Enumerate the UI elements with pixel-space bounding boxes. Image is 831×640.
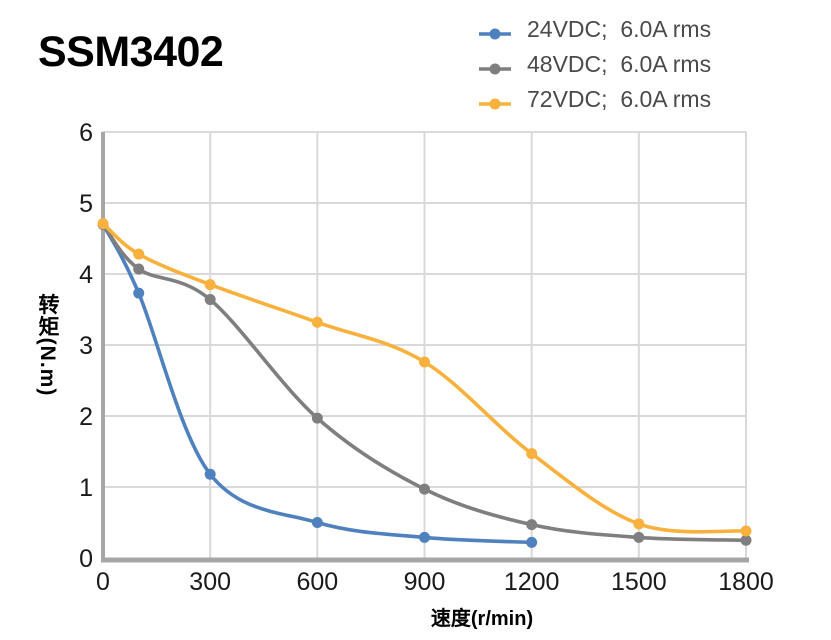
data-point-48vdc (526, 519, 538, 531)
legend-label-72vdc: 72VDC; 6.0A rms (527, 86, 712, 112)
data-point-48vdc (419, 483, 430, 495)
y-tick-label: 3 (79, 332, 93, 360)
data-point-48vdc (633, 531, 645, 543)
data-point-24vdc (133, 287, 145, 299)
x-tick-label: 1500 (611, 568, 667, 596)
data-point-72vdc (740, 525, 752, 537)
legend-item-48vdc: 48VDC; 6.0A rms (478, 48, 711, 81)
legend-line-dot-icon (479, 28, 511, 39)
legend-line-dot-icon (479, 98, 511, 109)
series-line-48vdc (101, 222, 748, 543)
x-tick-label: 0 (96, 568, 110, 596)
legend-label-24vdc: 24VDC; 6.0A rms (527, 16, 712, 42)
data-point-72vdc (204, 279, 216, 291)
series-line-72vdc (101, 221, 748, 534)
data-point-24vdc (419, 531, 430, 543)
data-point-72vdc (419, 356, 430, 368)
data-point-48vdc (311, 412, 323, 424)
legend: 24VDC; 6.0A rms 48VDC; 6.0A rms 72VDC; 6… (478, 13, 711, 118)
data-point-48vdc (204, 294, 216, 306)
legend-line-dot-icon (479, 63, 511, 74)
x-axis-title: 速度(r/min) (430, 608, 534, 630)
x-tick-label: 600 (296, 568, 338, 596)
y-tick-label: 6 (79, 119, 93, 147)
data-point-72vdc (526, 448, 538, 460)
y-tick-label: 2 (79, 403, 93, 431)
y-tick-label: 5 (79, 190, 93, 218)
legend-item-24vdc: 24VDC; 6.0A rms (478, 13, 711, 46)
data-point-48vdc (133, 263, 145, 275)
page-title: SSM3402 (38, 28, 224, 76)
x-tick-label: 1200 (504, 568, 560, 596)
y-tick-label: 4 (79, 261, 93, 289)
legend-item-72vdc: 72VDC; 6.0A rms (478, 83, 711, 116)
data-point-24vdc (526, 536, 538, 548)
y-tick-label: 1 (79, 474, 93, 502)
data-point-48vdc (740, 534, 752, 546)
data-point-24vdc (311, 517, 323, 528)
data-point-72vdc (633, 518, 645, 530)
legend-label-48vdc: 48VDC; 6.0A rms (527, 51, 712, 77)
x-tick-label: 1800 (718, 568, 774, 596)
y-axis-title: 转矩(N.m) (36, 293, 59, 397)
x-tick-label: 900 (404, 568, 446, 596)
data-point-72vdc (97, 218, 109, 230)
data-point-72vdc (133, 248, 145, 260)
y-tick-label: 0 (79, 545, 93, 573)
x-tick-label: 300 (189, 568, 231, 596)
data-point-72vdc (311, 316, 323, 328)
data-point-24vdc (204, 468, 216, 480)
